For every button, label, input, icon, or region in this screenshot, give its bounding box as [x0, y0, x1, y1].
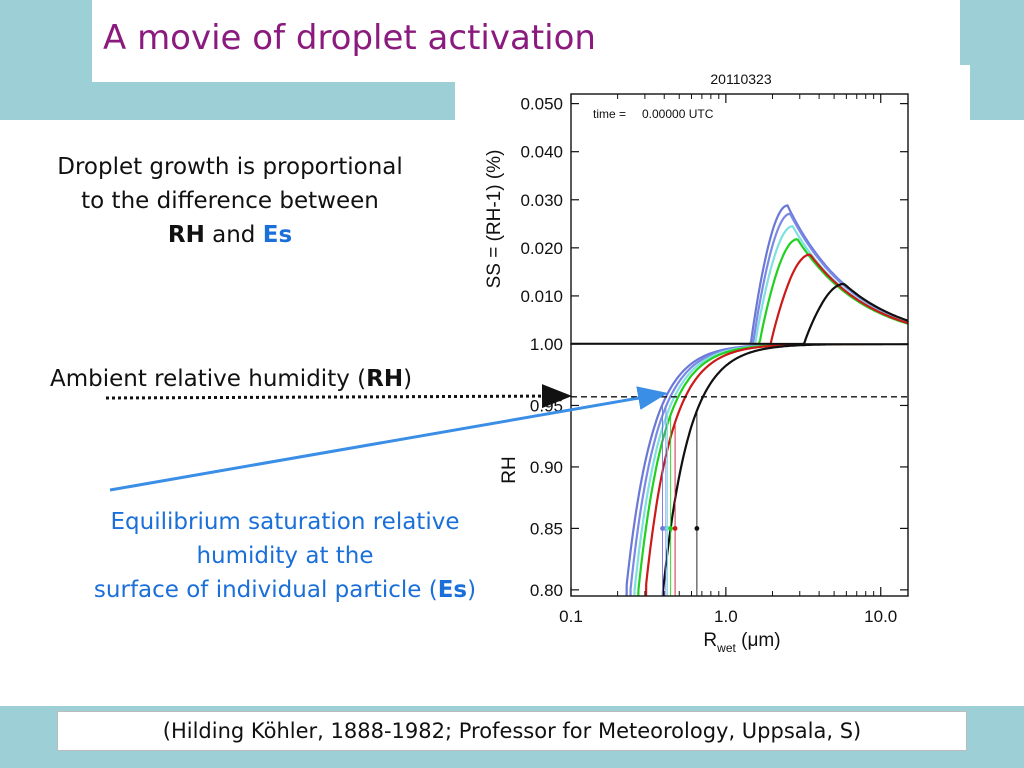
x-axis-label: Rwet (μm) [703, 630, 780, 655]
bottom-ytick-label: 1.00 [530, 335, 563, 354]
slide-title: A movie of droplet activation [103, 18, 596, 58]
xtick-label: 0.1 [559, 607, 583, 626]
marker-dot-4 [672, 525, 678, 531]
top-ytick-label: 0.040 [520, 143, 563, 162]
rh-curve-3 [637, 344, 908, 596]
top-ytick-label: 0.010 [520, 287, 563, 306]
bottom-ytick-label: 0.90 [530, 458, 563, 477]
axis-ticks: 0.0500.0400.0300.0200.0101.000.950.900.8… [520, 94, 908, 626]
ss-curve-1 [571, 212, 908, 344]
and-word: and [212, 222, 256, 248]
bottom-ytick-label: 0.85 [530, 519, 563, 538]
ss-curve-4 [571, 253, 908, 344]
rh-curve-5 [661, 344, 908, 596]
top-ytick-label: 0.050 [520, 95, 563, 114]
top-ytick-label: 0.030 [520, 191, 563, 210]
ambient-rh-dotted-line [105, 384, 572, 409]
text-droplet-growth-line1: Droplet growth is proportional [57, 154, 403, 180]
text-equilibrium-line1: Equilibrium saturation relative [110, 509, 460, 535]
chart-title: 20110323 [710, 71, 771, 87]
rh-curve-4 [644, 344, 908, 596]
x-axis-label-main: R [703, 630, 717, 651]
ss-curve-2 [571, 224, 908, 344]
bottom-ylabel: RH [499, 456, 520, 483]
xtick-label: 10.0 [864, 607, 897, 626]
ss-curve-3 [571, 238, 908, 344]
ss-curve-5 [571, 282, 908, 344]
marker-dot-3 [668, 525, 674, 531]
equilibrium-es-term: Es [437, 577, 468, 603]
text-equilibrium-line2: humidity at the [196, 543, 374, 569]
bottom-ytick-label: 0.80 [530, 581, 563, 600]
equilibrium-suffix: ) [467, 577, 477, 603]
time-value: 0.00000 UTC [642, 107, 714, 121]
equilibrium-prefix: surface of individual particle ( [93, 577, 438, 603]
x-axis-label-unit: (μm) [736, 630, 781, 651]
ambient-suffix: ) [403, 366, 413, 392]
ss-curve-0 [571, 204, 908, 344]
top-ylabel: SS = (RH-1) (%) [484, 150, 505, 289]
time-label: time = [593, 107, 626, 121]
top-panel-frame [570, 93, 909, 345]
es-term: Es [262, 222, 293, 248]
text-equilibrium: Equilibrium saturation relative humidity… [30, 505, 540, 607]
top-panel-curves [571, 204, 908, 344]
rh-curve-2 [633, 344, 908, 596]
text-droplet-growth-line3: RH and Es [8, 218, 452, 252]
ambient-rh-term: RH [366, 366, 404, 392]
marker-dot-5 [694, 525, 700, 531]
ambient-prefix: Ambient relative humidity ( [50, 366, 367, 392]
marker-dot-0 [660, 525, 665, 531]
text-droplet-growth-line2: to the difference between [81, 188, 379, 214]
text-droplet-growth: Droplet growth is proportional to the di… [8, 150, 452, 252]
text-equilibrium-line3: surface of individual particle (Es) [30, 573, 540, 607]
top-ytick-label: 0.020 [520, 239, 563, 258]
text-ambient-rh: Ambient relative humidity (RH) [20, 362, 540, 396]
bottom-panel-frame [570, 343, 909, 597]
chart-box [455, 65, 970, 665]
rh-curve-0 [625, 344, 908, 596]
citation-box: (Hilding Köhler, 1888-1982; Professor fo… [57, 711, 967, 751]
equilibrium-arrow [109, 386, 668, 492]
rh-term: RH [167, 222, 205, 248]
rh-curve-1 [629, 344, 908, 596]
x-axis-label-sub: wet [716, 641, 736, 655]
rh-markers [571, 396, 908, 596]
bottom-panel-curves [625, 344, 908, 596]
xtick-label: 1.0 [714, 607, 738, 626]
